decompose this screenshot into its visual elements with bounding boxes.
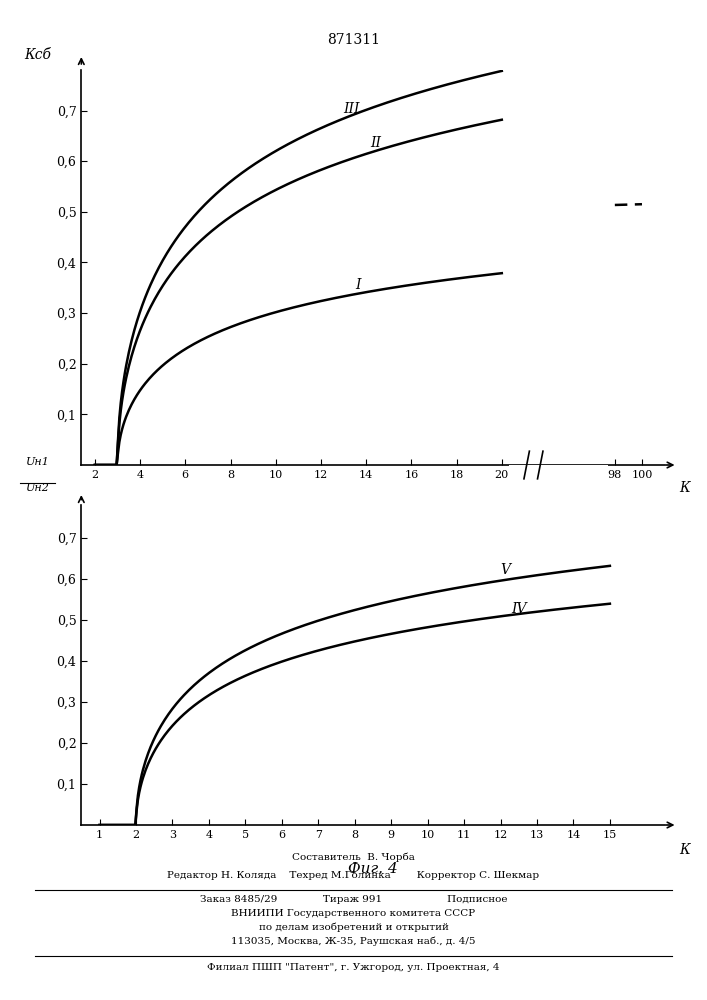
Text: III: III bbox=[344, 102, 360, 116]
Bar bbox=[508, 465, 608, 512]
Text: Редактор Н. Коляда    Техред М.Голинка        Корректор С. Шекмар: Редактор Н. Коляда Техред М.Голинка Корр… bbox=[168, 871, 539, 880]
Text: Составитель  В. Чорба: Составитель В. Чорба bbox=[292, 852, 415, 862]
Text: Филиал ПШП "Патент", г. Ужгород, ул. Проектная, 4: Филиал ПШП "Патент", г. Ужгород, ул. Про… bbox=[207, 963, 500, 972]
Text: Фиг. 3: Фиг. 3 bbox=[348, 504, 398, 518]
Text: Заказ 8485/29              Тираж 991                    Подписное: Заказ 8485/29 Тираж 991 Подписное bbox=[200, 895, 507, 904]
Text: ВНИИПИ Государственного комитета СССР: ВНИИПИ Государственного комитета СССР bbox=[231, 909, 476, 918]
Text: К: К bbox=[679, 481, 690, 495]
Text: Uн2: Uн2 bbox=[25, 483, 49, 493]
Text: 871311: 871311 bbox=[327, 33, 380, 47]
Text: К: К bbox=[679, 843, 690, 857]
Text: IV: IV bbox=[511, 602, 527, 616]
Text: V: V bbox=[501, 563, 510, 577]
Text: 113035, Москва, Ж-35, Раушская наб., д. 4/5: 113035, Москва, Ж-35, Раушская наб., д. … bbox=[231, 936, 476, 946]
Text: Uн1: Uн1 bbox=[25, 457, 49, 467]
Text: II: II bbox=[370, 136, 382, 150]
Text: Кcб: Кcб bbox=[24, 48, 51, 62]
Text: по делам изобретений и открытий: по делам изобретений и открытий bbox=[259, 922, 448, 932]
Text: Фиг. 4: Фиг. 4 bbox=[348, 862, 398, 876]
Text: I: I bbox=[355, 278, 361, 292]
